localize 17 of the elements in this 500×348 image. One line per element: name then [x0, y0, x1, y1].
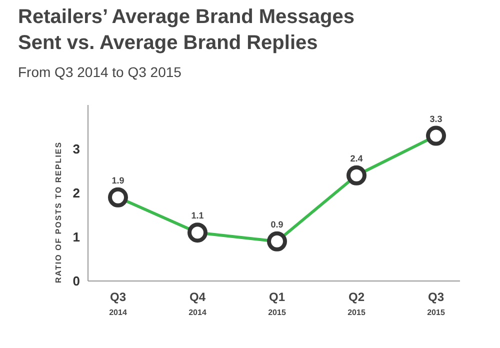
data-label: 1.9 [112, 175, 124, 186]
x-tick-label: Q3 2014 [109, 290, 128, 317]
data-label: 0.9 [270, 219, 284, 230]
y-tick-label: 3 [72, 142, 80, 157]
x-tick-label: Q3 2015 [427, 290, 446, 317]
x-tick-label: Q2 2015 [348, 290, 366, 317]
x-tick-label: Q1 2015 [268, 290, 286, 317]
x-tick-label: Q4 2014 [188, 290, 207, 317]
data-label: 3.3 [430, 114, 442, 124]
data-label: 1.1 [191, 210, 204, 221]
y-tick-label: 0 [72, 274, 80, 289]
y-tick-label: 1 [72, 230, 80, 245]
data-label: 2.4 [350, 153, 363, 164]
chart-subtitle: From Q3 2014 to Q3 2015 [18, 64, 182, 80]
chart-title: Retailers’ Average Brand Messages Sent vs. Average Brand Replies [18, 5, 356, 56]
y-axis-title: RATIO OF POSTS TO REPLIES [54, 141, 63, 283]
y-tick-label: 2 [72, 186, 80, 201]
